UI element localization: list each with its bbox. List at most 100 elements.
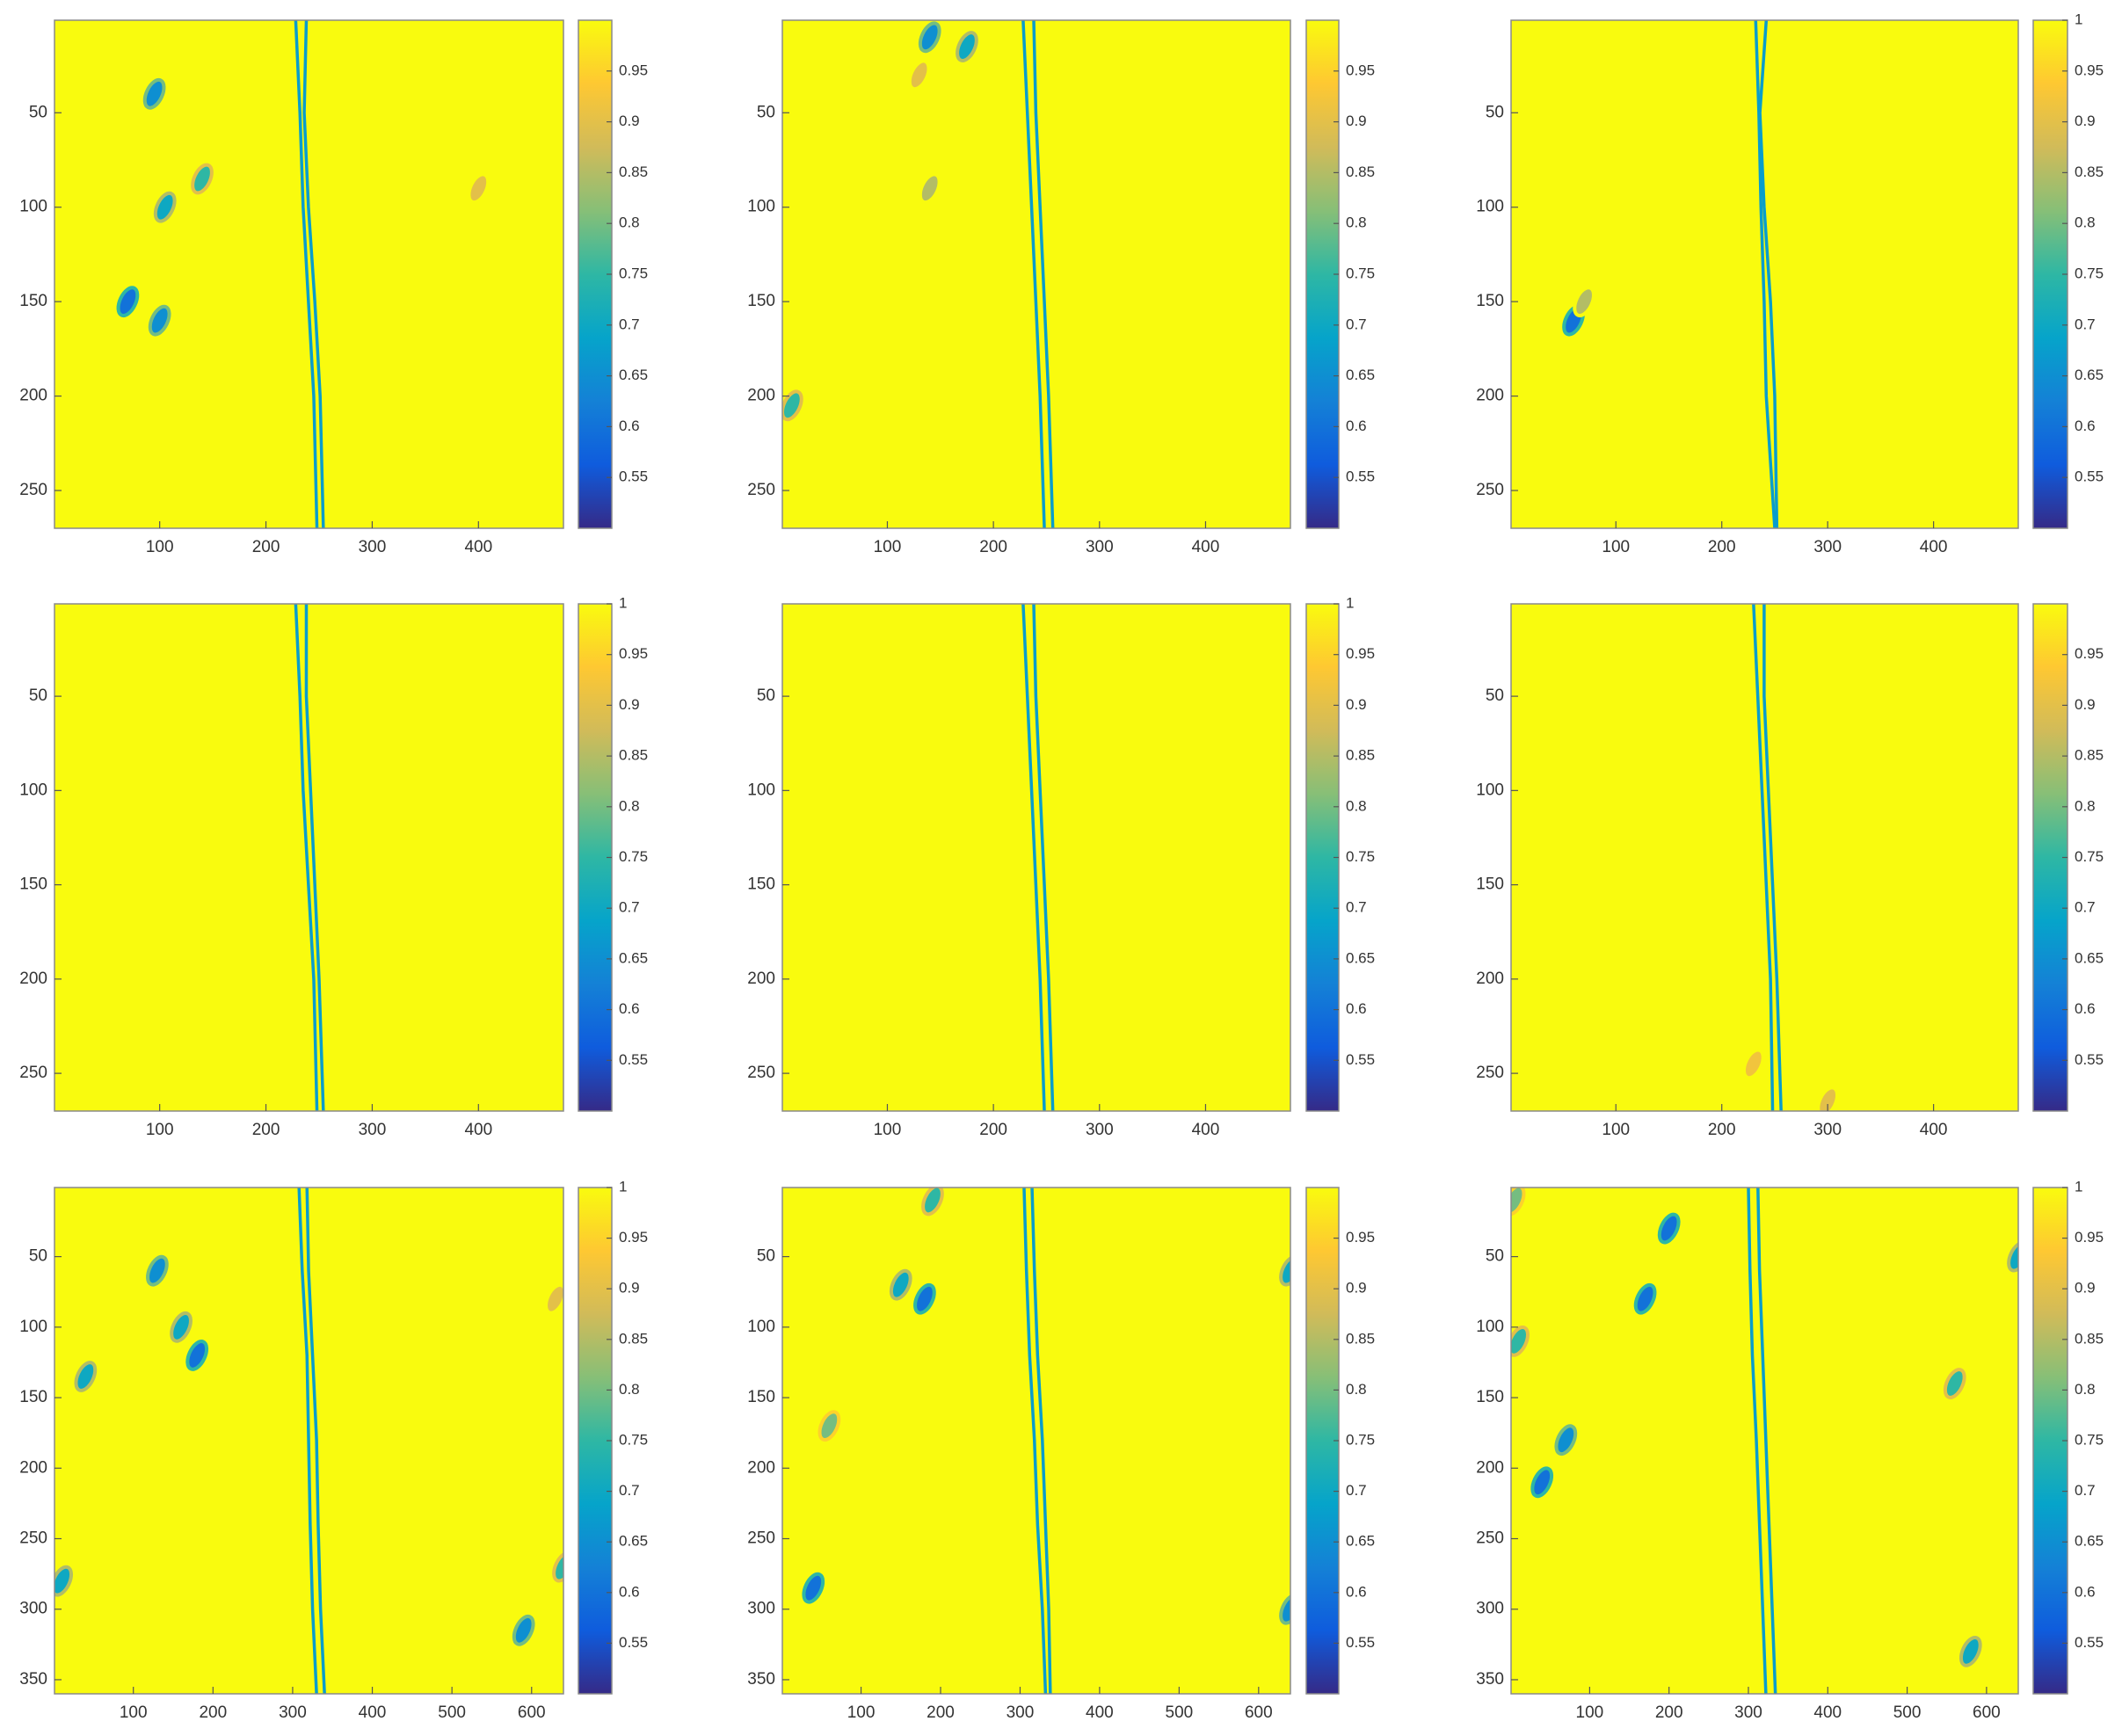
colorbar — [1305, 1187, 1340, 1695]
y-tick-label: 100 — [1476, 1318, 1504, 1336]
spot — [956, 31, 978, 62]
colorbar-tick-label: 0.75 — [1346, 1431, 1375, 1448]
heatmap-layer — [294, 604, 325, 1111]
colorbar-tick-label: 0.8 — [619, 1381, 640, 1398]
heatmap-layer — [1021, 604, 1055, 1111]
heatmap-layer — [782, 20, 1055, 528]
colorbar-tick-label: 0.85 — [2075, 1330, 2104, 1347]
spot — [1657, 1212, 1681, 1245]
colorbar-tick-label: 0.75 — [2075, 848, 2104, 865]
y-tick-label: 350 — [747, 1670, 775, 1689]
colorbar-tick-label: 0.85 — [619, 163, 648, 180]
x-tick-label: 300 — [1734, 1703, 1762, 1722]
x-tick-label: 300 — [359, 1121, 387, 1139]
x-tick-label: 200 — [1708, 538, 1736, 556]
colorbar-tick-label: 0.7 — [619, 316, 640, 332]
colorbar-tick-label: 0.65 — [1346, 1533, 1375, 1550]
y-tick-label: 100 — [19, 781, 47, 799]
colorbar-tick-label: 0.75 — [619, 1431, 648, 1448]
panel: 100 200 300 400 500 600 50 100 150 200 250 300 350 0.… — [1476, 1178, 2104, 1722]
colorbar-tick-label: 0.85 — [2075, 163, 2104, 180]
x-tick-label: 500 — [1893, 1703, 1922, 1722]
colorbar-tick-label: 0.7 — [1346, 316, 1367, 332]
x-tick-label: 200 — [1655, 1703, 1683, 1722]
boundary-curve — [1022, 1188, 1048, 1694]
colorbar-tick-label: 0.85 — [619, 1330, 648, 1347]
panel: 100 200 300 400 50 100 150 200 250 0.55 0.6 0.65 0.7… — [1476, 603, 2104, 1139]
boundary-curve — [297, 1188, 318, 1694]
y-tick-label: 50 — [29, 103, 47, 121]
spot — [170, 1311, 193, 1343]
colorbar-tick-label: 0.85 — [2075, 747, 2104, 764]
axes-box — [54, 1187, 564, 1695]
colorbar-tick-label: 0.75 — [1346, 848, 1375, 865]
spot — [1816, 1086, 1840, 1111]
axes-box — [1510, 19, 2019, 529]
spot — [1279, 1593, 1290, 1625]
colorbar-tick-label: 0.55 — [1346, 469, 1375, 485]
colorbar-tick-label: 0.95 — [2075, 645, 2104, 662]
spot — [55, 1565, 74, 1597]
boundary-curve — [1021, 604, 1046, 1111]
y-tick-label: 150 — [19, 292, 47, 310]
x-tick-label: 300 — [1086, 538, 1114, 556]
x-tick-label: 100 — [146, 538, 174, 556]
colorbar-tick-label: 0.95 — [1346, 645, 1375, 662]
colorbar-tick-label: 0.65 — [2075, 1533, 2104, 1550]
x-tick-label: 400 — [464, 1121, 492, 1139]
colorbar-tick-label: 0.65 — [1346, 367, 1375, 383]
spot — [74, 1361, 98, 1392]
colorbar-tick-label: 0.9 — [2075, 696, 2096, 713]
colorbar-tick-label: 0.95 — [1346, 1229, 1375, 1246]
y-tick-label: 200 — [747, 1458, 775, 1477]
boundary-curve — [1754, 20, 1777, 528]
panel: 100 200 300 400 50 100 150 200 250 0.55 0.6 0.65 0.7… — [19, 594, 648, 1139]
colorbar-tick-label: 0.9 — [1346, 696, 1367, 713]
y-tick-label: 100 — [19, 198, 47, 216]
y-tick-label: 100 — [19, 1318, 47, 1336]
x-tick-label: 500 — [438, 1703, 466, 1722]
y-tick-label: 250 — [747, 481, 775, 499]
y-tick-label: 300 — [19, 1600, 47, 1618]
heatmap-layer — [1562, 20, 1779, 528]
heatmap-background — [55, 604, 563, 1111]
panel: 100 200 300 400 50 100 150 200 250 0.55 0.6 0.65 0.7… — [747, 19, 1375, 556]
colorbar — [1305, 19, 1340, 529]
colorbar-tick-label: 0.6 — [1346, 418, 1367, 434]
spot — [1958, 1635, 1982, 1667]
colorbar-tick-label: 0.85 — [1346, 1330, 1375, 1347]
y-tick-label: 200 — [1476, 1458, 1504, 1477]
colorbar-tick-label: 0.95 — [619, 645, 648, 662]
colorbar-tick-label: 0.8 — [619, 797, 640, 814]
colorbar-tick-label: 1 — [1346, 594, 1354, 611]
x-tick-label: 400 — [1920, 1121, 1948, 1139]
y-tick-label: 150 — [1476, 875, 1504, 894]
spot — [1279, 1254, 1290, 1287]
colorbar-tick-label: 0.55 — [2075, 469, 2104, 485]
x-tick-label: 600 — [518, 1703, 546, 1722]
y-tick-label: 150 — [19, 875, 47, 894]
colorbar-tick-label: 0.6 — [1346, 1000, 1367, 1017]
colorbar-tick-label: 0.95 — [619, 62, 648, 78]
y-tick-label: 200 — [1476, 387, 1504, 405]
colorbar-tick-label: 0.55 — [2075, 1051, 2104, 1068]
y-tick-label: 100 — [1476, 781, 1504, 799]
x-tick-label: 100 — [1602, 1121, 1630, 1139]
colorbar-tick-label: 1 — [619, 1178, 627, 1195]
colorbar-tick-label: 0.7 — [619, 1482, 640, 1499]
y-tick-label: 100 — [747, 1318, 775, 1336]
colorbar — [578, 1187, 613, 1695]
colorbar-tick-label: 0.75 — [2075, 265, 2104, 281]
colorbar-tick-label: 0.65 — [619, 367, 648, 383]
colorbar-tick-label: 0.7 — [2075, 1482, 2096, 1499]
colorbar — [2032, 19, 2068, 529]
spot — [467, 172, 491, 205]
spot — [1573, 286, 1595, 318]
x-tick-label: 400 — [1813, 1703, 1842, 1722]
colorbar-tick-label: 0.8 — [2075, 1381, 2096, 1398]
x-tick-label: 500 — [1166, 1703, 1194, 1722]
boundary-curve — [305, 1188, 326, 1694]
x-tick-label: 200 — [1708, 1121, 1736, 1139]
x-tick-label: 400 — [1192, 1121, 1220, 1139]
